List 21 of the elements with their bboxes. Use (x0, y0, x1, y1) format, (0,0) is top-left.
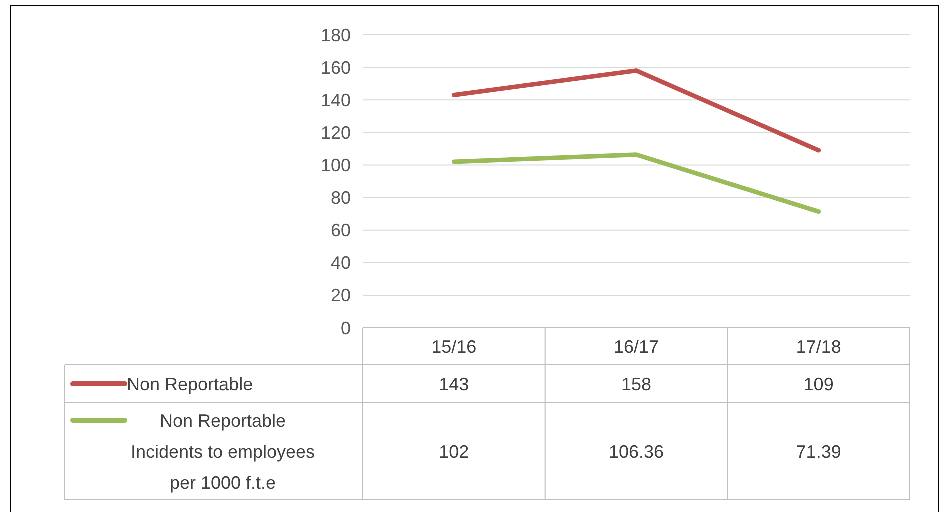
y-tick-label: 80 (330, 188, 351, 208)
legend-label: Non Reportable (127, 374, 254, 394)
data-label: 102 (439, 442, 470, 462)
legend-label: Non Reportable Incidents to employees per 1000 f.t.e (130, 410, 316, 493)
y-tick-label: 160 (320, 58, 351, 78)
data-label: 109 (804, 374, 834, 394)
x-tick-label: 17/18 (796, 336, 842, 357)
data-label: 143 (439, 374, 470, 394)
x-tick-label: 16/17 (614, 336, 660, 357)
y-tick-label: 120 (320, 122, 351, 143)
y-tick-label: 140 (320, 90, 351, 110)
y-tick-label: 180 (320, 25, 351, 46)
y-tick-label: 20 (330, 286, 351, 306)
x-tick-label: 15/16 (432, 336, 477, 357)
y-tick-label: 0 (340, 318, 351, 338)
y-tick-label: 100 (320, 156, 351, 176)
data-label: 106.36 (608, 442, 664, 462)
data-label: 158 (621, 374, 652, 394)
data-label: 71.39 (796, 442, 842, 462)
y-tick-label: 40 (330, 253, 351, 274)
y-tick-label: 60 (330, 220, 351, 241)
